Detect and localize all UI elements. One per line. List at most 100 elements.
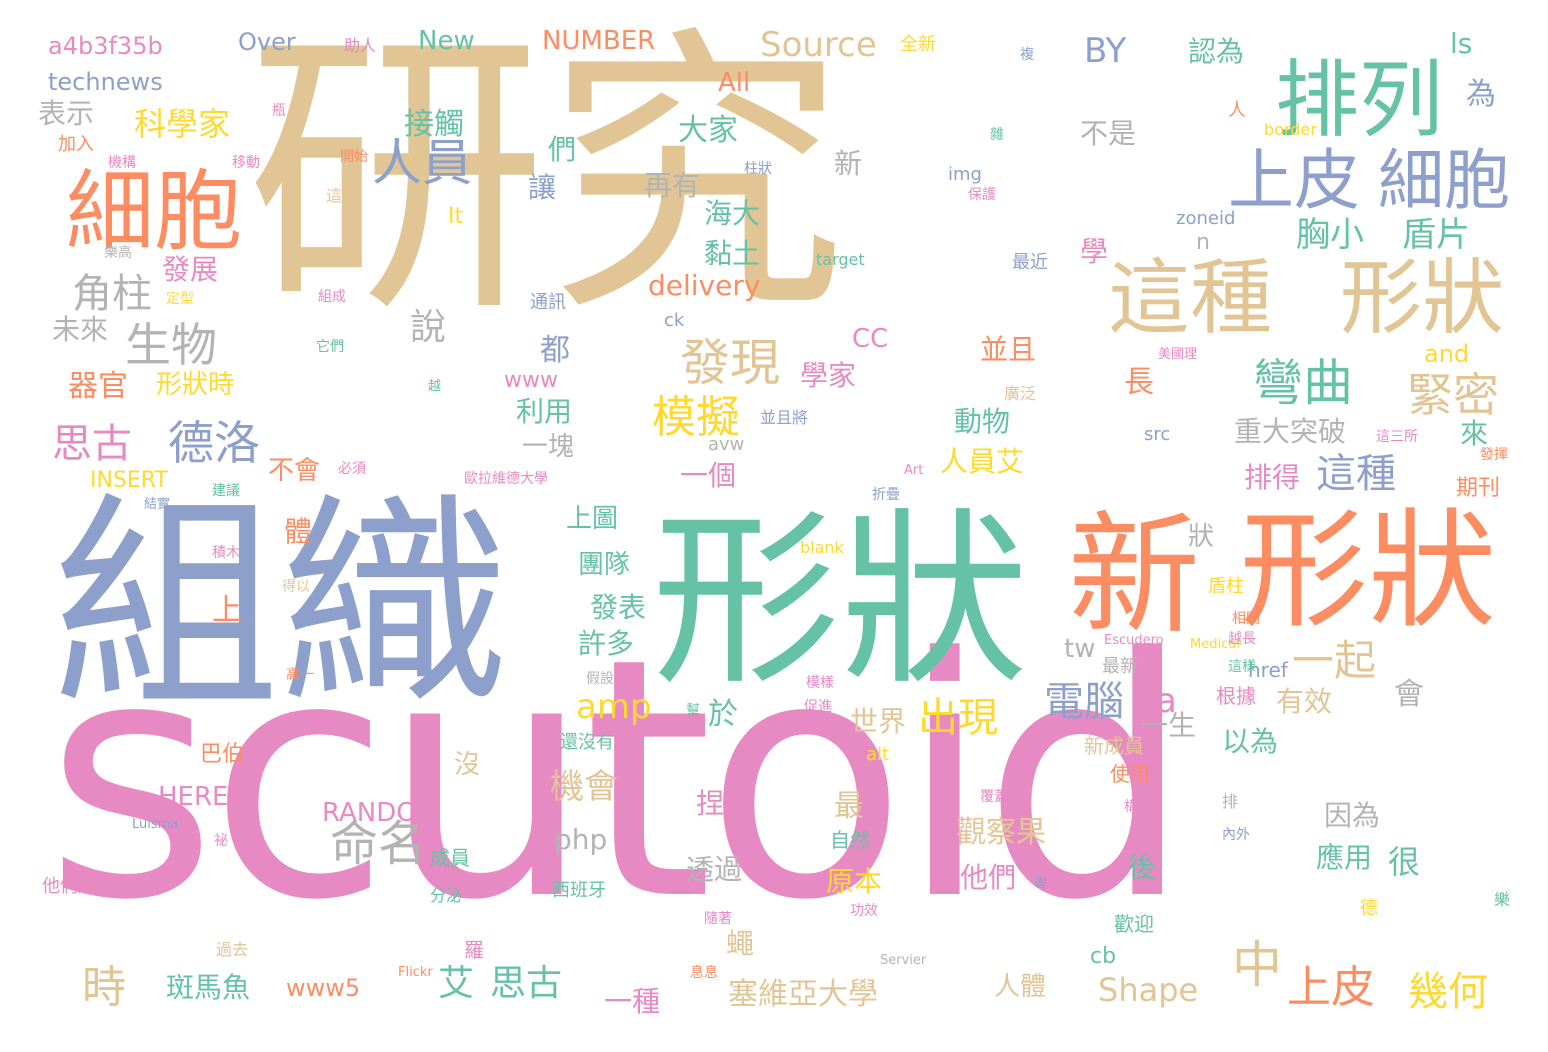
cloud-word: Over [238, 28, 296, 56]
cloud-word: 最 [834, 789, 864, 824]
cloud-word: 有效 [1276, 685, 1333, 718]
cloud-word: 人體 [994, 972, 1047, 1002]
cloud-word: 加入 [58, 134, 94, 155]
cloud-word: 細胞 [66, 160, 243, 263]
cloud-word: 幾何 [1408, 969, 1488, 1015]
cloud-word: 時 [82, 962, 126, 1013]
cloud-word: avw [708, 434, 745, 455]
cloud-word: 巴伯 [200, 742, 245, 767]
cloud-word: and [1424, 340, 1470, 368]
cloud-word: amp [576, 687, 652, 727]
cloud-word: 表示 [38, 97, 95, 130]
cloud-word: 學 [1080, 235, 1109, 268]
cloud-word: 通訊 [530, 292, 566, 313]
cloud-word: 因為 [1324, 799, 1381, 832]
cloud-word: 機會 [550, 767, 618, 807]
cloud-word: 盾片 [1402, 215, 1470, 255]
cloud-word: 雜 [990, 127, 1004, 143]
cloud-word: NUMBER [542, 26, 656, 56]
cloud-word: 塞維亞大學 [728, 977, 878, 1012]
cloud-word: Luisma [132, 817, 179, 832]
cloud-word: 發表 [590, 591, 647, 624]
cloud-word: Flickr [398, 965, 433, 980]
cloud-word: CC [852, 324, 889, 354]
cloud-word: 促進 [804, 699, 832, 715]
cloud-word: 不是 [1080, 117, 1137, 150]
cloud-word: 模樣 [806, 675, 834, 691]
cloud-word: 生物 [125, 318, 217, 372]
cloud-word: 角柱 [72, 271, 152, 317]
cloud-word: 上皮 [1228, 142, 1360, 219]
cloud-word: zoneid [1176, 208, 1236, 229]
cloud-word: 捏 [696, 787, 725, 820]
cloud-word: src [1144, 424, 1171, 445]
cloud-word: 思古 [490, 963, 563, 1004]
cloud-word: blank [800, 538, 844, 557]
cloud-word: 原本 [826, 865, 883, 898]
cloud-word: 羅 [464, 938, 484, 962]
cloud-word: 內外 [1222, 827, 1250, 843]
cloud-word: 最新 [1102, 656, 1138, 677]
cloud-word: 這種 [1316, 451, 1396, 497]
cloud-word: 奧 [232, 810, 249, 829]
cloud-word: It [448, 204, 464, 229]
cloud-word: 他們 [960, 861, 1017, 894]
cloud-word: 艾 [438, 963, 475, 1004]
cloud-word: 這種 [1108, 251, 1273, 346]
cloud-word: 應用 [1316, 841, 1373, 874]
cloud-word: 以為 [1222, 725, 1279, 758]
cloud-word: 柱狀 [744, 161, 772, 177]
cloud-word: 世界 [850, 705, 907, 738]
cloud-word: php [554, 823, 608, 856]
cloud-word: 根據 [1216, 684, 1256, 708]
cloud-word: RANDOM [322, 798, 440, 828]
cloud-word: 覆蓋 [980, 789, 1008, 805]
cloud-word: 中 [1232, 936, 1282, 994]
cloud-word: 人員艾 [940, 445, 1025, 478]
cloud-word: 來 [1460, 417, 1489, 450]
cloud-word: 模擬 [652, 392, 740, 443]
cloud-word: 發揮 [1480, 447, 1508, 463]
cloud-word: 使用 [1110, 762, 1150, 786]
cloud-word: 研究 [246, 3, 846, 352]
cloud-word: 科學家 [134, 105, 231, 143]
cloud-word: 形狀 [1340, 251, 1505, 346]
cloud-word: 功效 [850, 903, 878, 919]
cloud-word: href [1248, 658, 1288, 682]
cloud-word: 建議 [212, 483, 240, 499]
cloud-word: 複 [1020, 47, 1034, 63]
cloud-word: 移動 [232, 155, 260, 171]
cloud-word: 許多 [578, 627, 635, 660]
cloud-word: 樂 [1494, 890, 1511, 909]
cloud-word: 人員 [372, 134, 472, 192]
cloud-word: target [816, 250, 865, 269]
cloud-word: 認為 [1188, 35, 1245, 68]
cloud-word: 後 [1128, 851, 1157, 884]
cloud-word: 過去 [216, 940, 249, 959]
cloud-word: 盾柱 [1208, 576, 1244, 597]
cloud-word: 動物 [954, 405, 1011, 438]
cloud-word: 幫 [686, 703, 700, 719]
cloud-word: 們 [548, 133, 577, 166]
cloud-word: scutoid [45, 588, 1192, 972]
cloud-word: 為 [1466, 77, 1496, 112]
cloud-word: 新成員 [1084, 734, 1144, 758]
cloud-word: 發展 [162, 253, 219, 286]
cloud-word: 上 [212, 593, 242, 628]
cloud-word: 高一 [286, 667, 314, 683]
cloud-word: 細胞 [1378, 142, 1510, 219]
cloud-word: 利用 [516, 395, 573, 428]
cloud-word: Servier [880, 953, 927, 968]
cloud-word: 上圖 [566, 504, 619, 534]
cloud-word: 德洛 [168, 416, 260, 470]
cloud-word: All [718, 68, 751, 98]
cloud-word: 胸小 [1296, 215, 1364, 255]
cloud-word: 定型 [166, 291, 194, 307]
cloud-word: 西班牙 [552, 880, 606, 901]
cloud-word: 說 [410, 307, 447, 348]
cloud-word: 沒 [454, 750, 481, 780]
cloud-word: 於 [708, 697, 738, 732]
cloud-word: New [418, 26, 475, 56]
cloud-word: 新 [1068, 499, 1200, 653]
